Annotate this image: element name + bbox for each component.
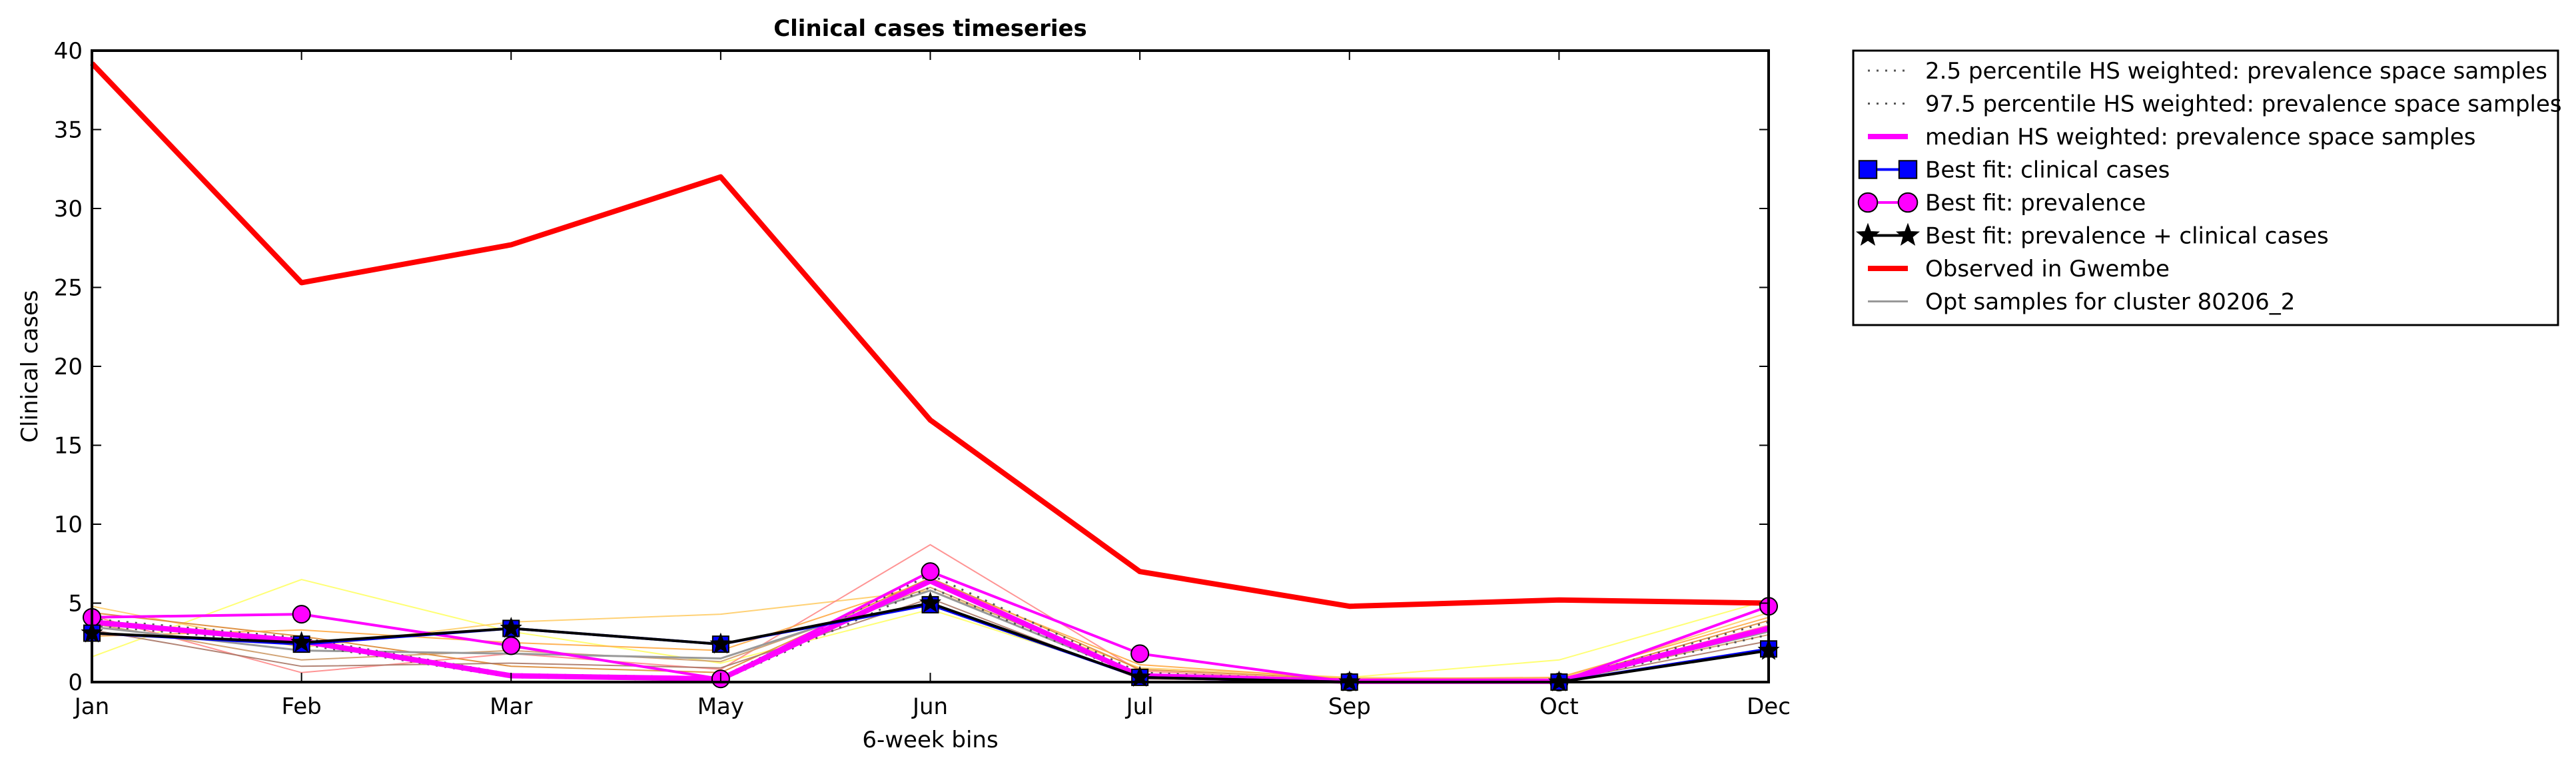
axis-ticks: 0 5 10 15 20 25 30 35 40 Jan Feb Mar May Jun Jul Sep Oct… xyxy=(54,38,1791,720)
y-tick-label: 20 xyxy=(54,354,83,380)
y-axis-label: Clinical cases xyxy=(17,290,43,442)
x-tick-label: Sep xyxy=(1328,693,1371,720)
x-tick-label: May xyxy=(697,693,744,720)
legend-marker xyxy=(1895,222,1921,246)
legend-label: 2.5 percentile HS weighted: prevalence s… xyxy=(1925,58,2547,85)
legend-box xyxy=(1852,49,2559,326)
x-tick-label: Jul xyxy=(1125,693,1154,720)
x-tick-label: Dec xyxy=(1747,693,1791,720)
x-tick-label: Jun xyxy=(911,693,948,720)
legend-marker xyxy=(1857,192,1879,213)
y-tick-label: 40 xyxy=(54,38,83,65)
legend-label: Best fit: prevalence xyxy=(1925,190,2146,216)
series-6-point xyxy=(290,631,313,652)
x-tick-label: Jan xyxy=(73,693,109,720)
chart-title: Clinical cases timeseries xyxy=(773,15,1087,42)
legend-label: Best fit: clinical cases xyxy=(1925,157,2170,184)
x-tick-label: Feb xyxy=(282,693,322,720)
legend-marker xyxy=(1855,222,1881,246)
legend-label: Best fit: prevalence + clinical cases xyxy=(1925,223,2329,250)
legend-marker xyxy=(1858,160,1878,179)
series-6-point xyxy=(709,632,732,654)
series-6-point xyxy=(500,616,522,638)
legend-label: Observed in Gwembe xyxy=(1925,256,2170,282)
y-tick-label: 25 xyxy=(54,275,83,302)
legend-label: Opt samples for cluster 80206_2 xyxy=(1925,289,2295,316)
y-tick-label: 0 xyxy=(68,669,83,696)
series-line-4 xyxy=(91,603,1769,683)
series-6-point xyxy=(919,591,942,613)
y-tick-label: 35 xyxy=(54,117,83,144)
y-tick-label: 30 xyxy=(54,196,83,222)
series-5-point xyxy=(921,562,940,581)
series-5-point xyxy=(502,636,521,655)
y-tick-label: 5 xyxy=(68,591,83,617)
legend-label: 97.5 percentile HS weighted: prevalence … xyxy=(1925,91,2562,118)
legend-marker xyxy=(1898,160,1918,179)
y-tick-label: 10 xyxy=(54,512,83,538)
y-tick-label: 15 xyxy=(54,433,83,460)
series-line-7 xyxy=(90,61,1769,609)
legend-label: median HS weighted: prevalence space sam… xyxy=(1925,124,2476,151)
series-5-point xyxy=(1130,644,1150,663)
legend: 2.5 percentile HS weighted: prevalence s… xyxy=(1852,49,2562,326)
x-axis-label: 6-week bins xyxy=(862,727,998,753)
series-5-point xyxy=(292,605,311,624)
x-tick-label: Mar xyxy=(490,693,532,720)
x-tick-label: Oct xyxy=(1539,693,1579,720)
legend-marker xyxy=(1897,192,1919,213)
